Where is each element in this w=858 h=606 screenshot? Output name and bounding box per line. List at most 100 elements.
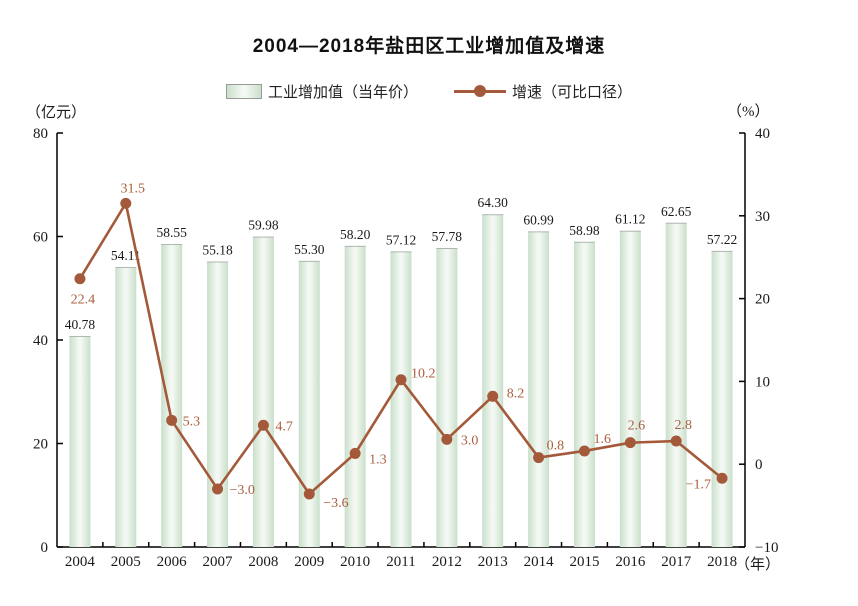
bar-2018 — [711, 250, 733, 547]
growth-value-label: −3.0 — [230, 483, 255, 498]
bar-2014 — [528, 231, 550, 547]
right-axis-tick-label: 0 — [755, 457, 763, 473]
legend-line-label: 增速（可比口径） — [512, 85, 633, 101]
growth-point-2010 — [349, 447, 361, 459]
right-axis-tick-label: 40 — [755, 126, 770, 142]
x-axis-category-label: 2005 — [111, 554, 141, 570]
x-axis-category-label: 2006 — [157, 554, 188, 570]
bar-2005 — [115, 266, 137, 547]
legend-item-line: 增速（可比口径） — [432, 81, 632, 102]
bar-2008 — [252, 236, 274, 547]
bar-value-label: 62.65 — [661, 204, 692, 219]
x-axis-category-label: 2008 — [248, 554, 278, 570]
growth-value-label: 3.0 — [461, 433, 479, 448]
left-axis-unit: （亿元） — [26, 105, 87, 121]
bar-2010 — [344, 245, 366, 547]
legend-bar-label: 工业增加值（当年价） — [267, 85, 418, 101]
left-axis-tick-label: 0 — [41, 540, 49, 556]
right-axis-tick-label: 30 — [755, 209, 770, 225]
growth-value-label: 31.5 — [121, 181, 146, 196]
right-axis-tick-label: −10 — [755, 540, 778, 556]
right-axis-unit: （%） — [727, 104, 770, 120]
x-axis-category-label: 2011 — [386, 554, 415, 570]
bar-2004 — [69, 335, 91, 547]
legend-line-symbol-icon — [454, 85, 506, 98]
right-axis-tick-label: 10 — [755, 374, 770, 390]
growth-point-2013 — [487, 390, 499, 402]
growth-point-2018 — [716, 472, 728, 484]
x-axis-category-label: 2004 — [65, 554, 96, 570]
growth-point-2007 — [212, 483, 224, 495]
bar-2016 — [619, 230, 641, 548]
bar-2006 — [161, 244, 183, 547]
bar-value-label: 40.78 — [65, 317, 96, 332]
legend-item-bar: 工业增加值（当年价） — [225, 81, 418, 102]
x-axis-category-label: 2014 — [524, 554, 555, 570]
growth-value-label: 10.2 — [411, 367, 436, 382]
growth-value-label: 8.2 — [507, 386, 525, 401]
bar-2011 — [390, 251, 412, 548]
growth-point-2011 — [395, 374, 407, 386]
growth-point-2017 — [670, 435, 682, 447]
legend: 工业增加值（当年价） 增速（可比口径） — [0, 81, 858, 102]
x-axis-unit: （年） — [735, 557, 781, 573]
bar-2015 — [573, 241, 595, 547]
x-axis-category-label: 2016 — [615, 554, 646, 570]
growth-value-label: 0.8 — [547, 439, 565, 454]
growth-point-2005 — [120, 197, 132, 209]
growth-point-2014 — [533, 452, 545, 464]
bar-value-label: 58.20 — [340, 227, 371, 242]
left-axis-tick-label: 80 — [33, 126, 48, 142]
growth-point-2012 — [441, 433, 453, 445]
growth-value-label: 1.3 — [369, 452, 387, 467]
bar-value-label: 59.98 — [248, 218, 279, 233]
bar-2013 — [482, 214, 504, 547]
growth-value-label: 1.6 — [593, 432, 611, 447]
growth-value-label: 22.4 — [71, 293, 96, 308]
bar-value-label: 55.30 — [294, 242, 325, 257]
bar-2007 — [207, 261, 229, 547]
left-axis-tick-label: 60 — [33, 230, 48, 246]
growth-point-2004 — [74, 273, 86, 285]
growth-point-2008 — [257, 419, 269, 431]
x-axis-category-label: 2015 — [569, 554, 599, 570]
chart-title: 2004—2018年盐田区工业增加值及增速 — [252, 36, 606, 57]
bar-2017 — [665, 222, 687, 547]
growth-value-label: 2.6 — [628, 419, 646, 434]
growth-value-label: 2.8 — [674, 418, 692, 433]
x-axis-category-label: 2017 — [661, 554, 692, 570]
growth-point-2006 — [166, 414, 178, 426]
x-axis-category-label: 2013 — [478, 554, 508, 570]
growth-value-label: −1.7 — [686, 477, 711, 492]
x-axis-category-label: 2010 — [340, 554, 370, 570]
growth-point-2016 — [624, 437, 636, 449]
x-axis-category-label: 2007 — [203, 554, 234, 570]
growth-value-label: −3.6 — [323, 496, 348, 511]
bar-value-label: 57.22 — [707, 232, 737, 247]
bar-value-label: 61.12 — [615, 212, 645, 227]
growth-value-label: 4.7 — [275, 419, 293, 434]
growth-point-2009 — [303, 488, 315, 500]
bar-value-label: 57.78 — [432, 229, 463, 244]
bar-2009 — [298, 260, 320, 547]
bar-value-label: 57.12 — [386, 232, 416, 247]
bar-value-label: 54.11 — [111, 248, 141, 263]
legend-line-dot-icon — [474, 85, 486, 97]
left-axis-tick-label: 20 — [33, 437, 48, 453]
x-axis-category-label: 2018 — [707, 554, 737, 570]
legend-bar-swatch-icon — [225, 84, 262, 99]
bar-value-label: 60.99 — [523, 212, 554, 227]
bar-value-label: 55.18 — [202, 242, 233, 257]
bar-value-label: 58.55 — [156, 225, 187, 240]
left-axis-tick-label: 40 — [33, 333, 48, 349]
x-axis-category-label: 2009 — [294, 554, 324, 570]
growth-value-label: 5.3 — [183, 414, 201, 429]
bar-2012 — [436, 247, 458, 547]
growth-point-2015 — [578, 445, 590, 457]
right-axis-tick-label: 20 — [755, 292, 770, 308]
x-axis-category-label: 2012 — [432, 554, 462, 570]
bar-value-label: 58.98 — [569, 223, 600, 238]
bar-value-label: 64.30 — [478, 195, 509, 210]
